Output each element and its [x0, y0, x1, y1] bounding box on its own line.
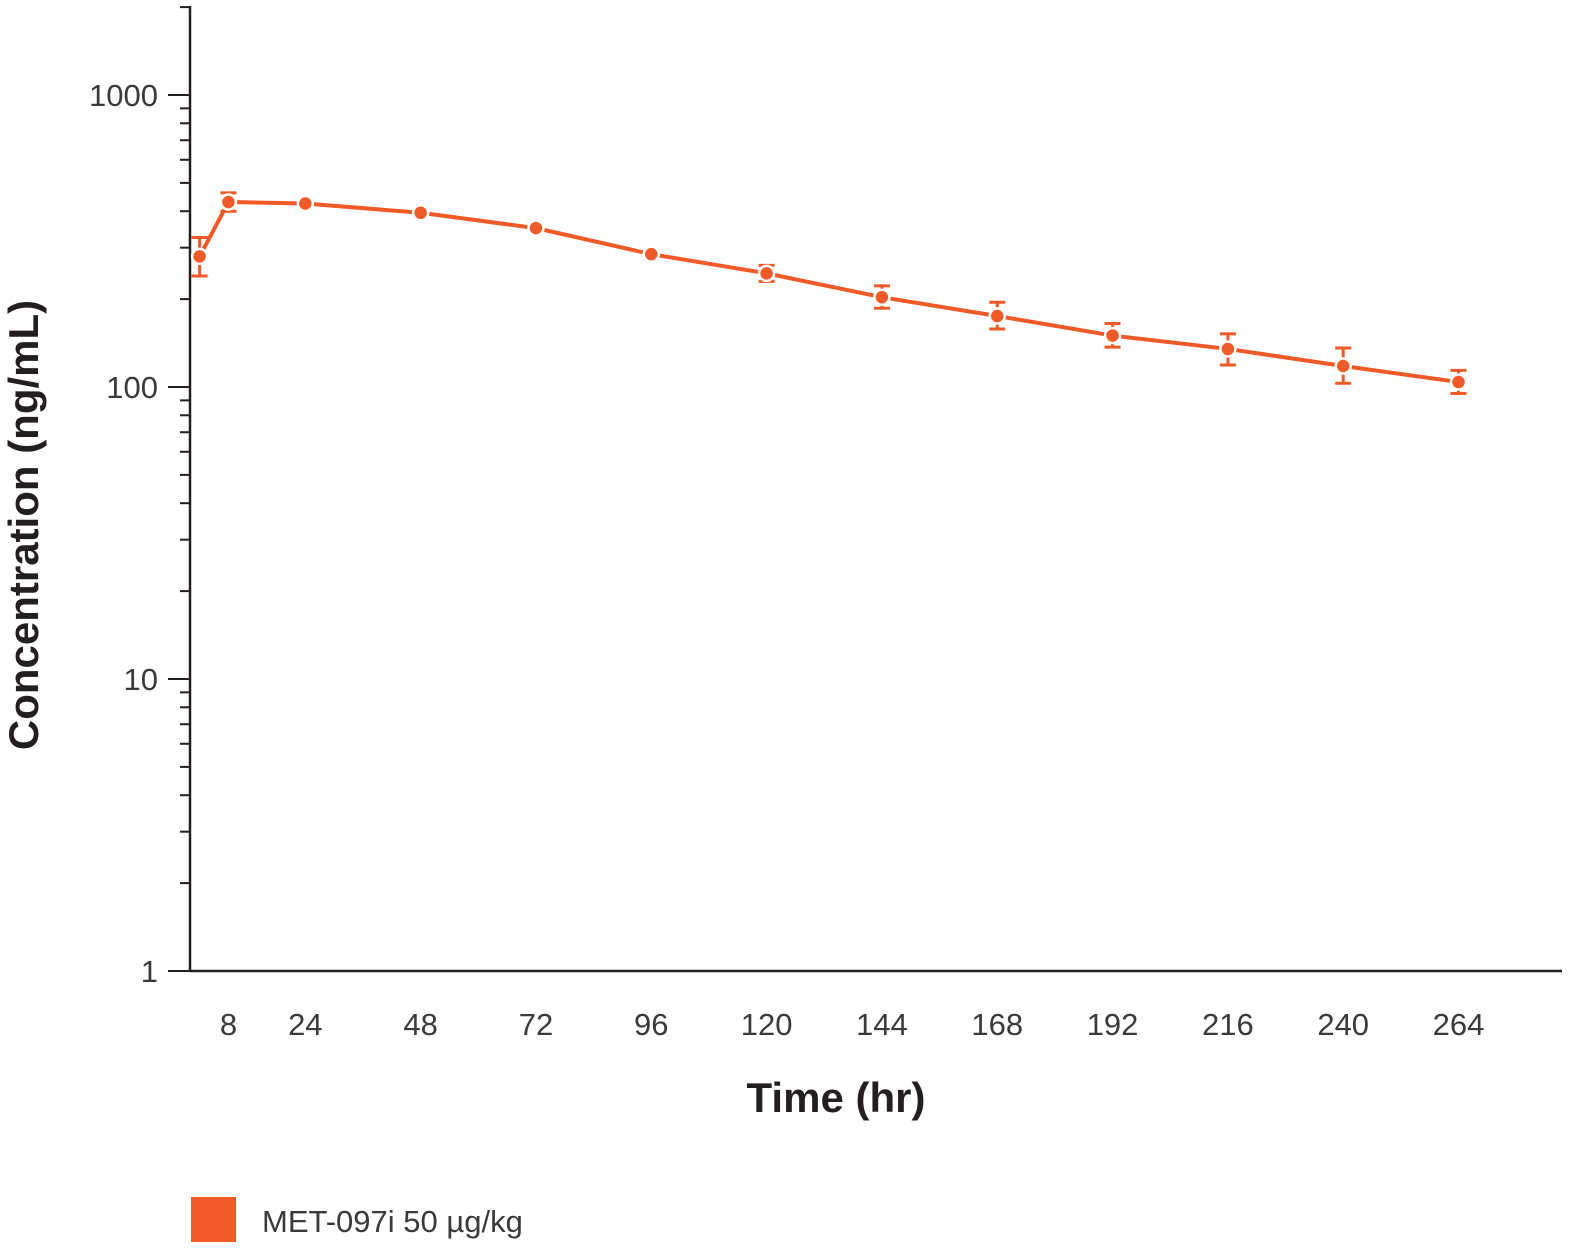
x-tick-label: 48: [403, 1007, 437, 1042]
x-tick-label: 264: [1433, 1007, 1485, 1042]
data-point: [219, 193, 238, 211]
x-axis-ticks: 8 24 48 72 96 120 144 168 192 216 240 264: [220, 1007, 1485, 1042]
x-tick-label: 168: [971, 1007, 1023, 1042]
data-point: [527, 219, 545, 237]
series-group: [190, 191, 1468, 396]
x-tick-label: 192: [1087, 1007, 1139, 1042]
data-point: [642, 245, 661, 263]
y-tick-label: 1: [141, 954, 158, 989]
y-axis-title: Concentration (ng/mL): [0, 300, 47, 750]
data-point: [1449, 373, 1468, 391]
data-point: [757, 264, 776, 283]
y-tick-label: 100: [106, 370, 158, 405]
data-point: [411, 204, 430, 222]
y-tick-label: 1000: [89, 78, 158, 113]
x-tick-label: 24: [288, 1007, 322, 1042]
x-axis-title: Time (hr): [747, 1074, 926, 1121]
data-point: [1103, 326, 1122, 345]
legend-swatch: [191, 1197, 236, 1242]
data-point: [296, 194, 315, 213]
x-tick-label: 144: [856, 1007, 908, 1042]
series-line: [197, 200, 1459, 385]
x-tick-label: 240: [1317, 1007, 1369, 1042]
data-point: [988, 307, 1006, 325]
x-tick-label: 8: [220, 1007, 237, 1042]
y-axis-ticks: 1 10 100 1000: [89, 6, 190, 989]
data-point: [1334, 357, 1352, 375]
legend: MET-097i 50 µg/kg: [191, 1197, 523, 1242]
data-point: [1219, 340, 1237, 358]
legend-label: MET-097i 50 µg/kg: [262, 1204, 523, 1239]
x-tick-label: 96: [634, 1007, 668, 1042]
y-tick-label: 10: [124, 662, 158, 697]
data-point: [190, 247, 209, 266]
x-tick-label: 216: [1202, 1007, 1254, 1042]
x-tick-label: 72: [519, 1007, 553, 1042]
axes: [188, 6, 1562, 973]
data-point: [873, 288, 891, 306]
x-tick-label: 120: [741, 1007, 793, 1042]
